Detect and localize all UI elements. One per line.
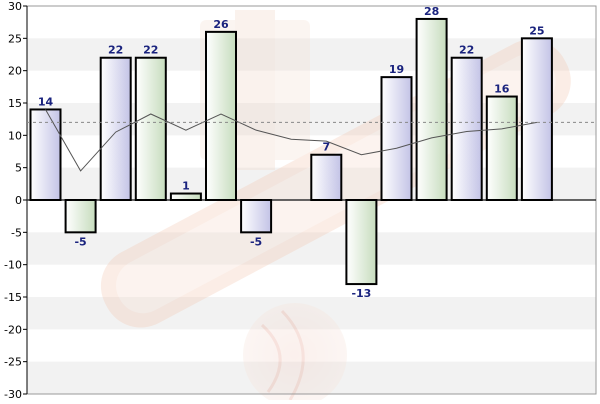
y-tick-label: -25 [4,356,22,369]
bar [240,199,273,234]
bar [205,30,237,201]
y-tick-label: -30 [4,388,22,400]
y-tick-label: 20 [8,65,22,78]
bar-data-label: 7 [322,141,330,154]
bar-data-label: -5 [250,235,262,248]
y-tick-label: 5 [15,162,22,175]
bar [345,199,378,286]
y-tick-label: -20 [4,323,22,336]
y-tick-label: 30 [8,0,22,13]
y-tick-label: 0 [15,194,22,207]
bar-data-label: -13 [351,287,371,300]
bar-data-label: 22 [143,44,158,57]
bar-data-label: 14 [38,95,54,108]
bar-data-label: 26 [213,18,229,31]
overlay-lines [27,109,596,172]
y-tick-label: 10 [8,129,22,142]
bar [450,56,483,201]
bar-data-label: 22 [459,44,474,57]
bar [415,17,448,201]
y-tick-label: 15 [8,97,22,110]
bar-data-label: 1 [182,180,190,193]
y-tick-label: -10 [4,259,22,272]
y-tick-label: -5 [11,226,22,239]
y-tick-label: 25 [8,32,22,45]
bar [310,153,343,202]
bar [485,95,518,201]
data-labels: 14 -5 22 22 1 26 -5 7 -13 19 28 22 16 25 [38,5,545,300]
grid-band [27,232,596,265]
bar [99,56,132,201]
bar [64,199,97,234]
bar-data-label: 28 [424,5,439,18]
bar-data-label: -5 [74,235,86,248]
bar [169,192,202,202]
bar [29,108,62,201]
bar-data-label: 19 [389,63,404,76]
bar-data-label: 25 [529,24,544,37]
bar-data-label: 16 [494,83,510,96]
bar-data-label: 22 [108,44,123,57]
trend-line [45,109,537,172]
bar [134,56,167,201]
bars [29,17,553,286]
bar [520,37,553,202]
y-tick-label: -15 [4,291,22,304]
bar [380,76,413,201]
